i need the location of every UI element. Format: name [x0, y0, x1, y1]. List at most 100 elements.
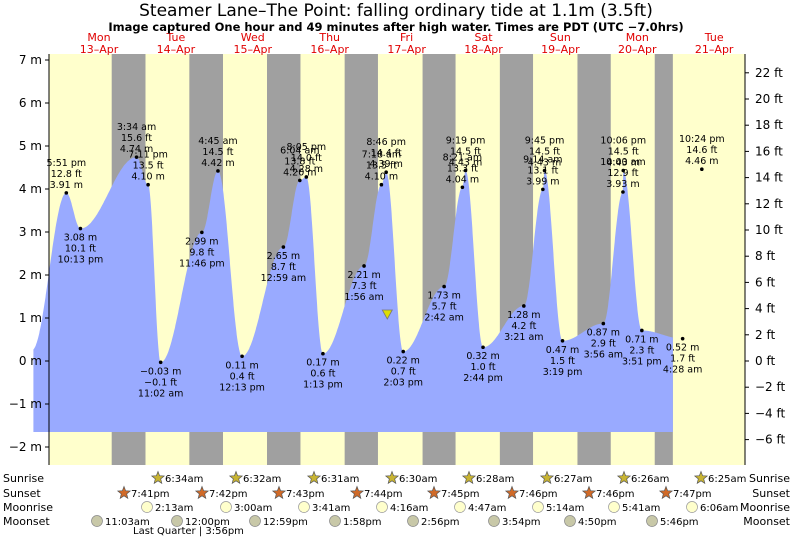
- row-label-right: Sunrise: [749, 472, 790, 485]
- sunrise-time: 6:28am: [476, 474, 514, 485]
- extremum-label: 1:13 pm: [303, 380, 343, 391]
- sunset-time: 7:46pm: [519, 489, 558, 500]
- right-tick-label: 4 ft: [755, 302, 775, 316]
- extremum-label: 2.9 ft: [591, 339, 616, 350]
- extremum-point: [700, 167, 704, 172]
- extremum-point: [64, 191, 69, 195]
- extremum-label: 0.6 ft: [310, 369, 335, 380]
- extremum-label: 11:02 am: [138, 388, 183, 399]
- extremum-label: 14.5 ft: [608, 147, 639, 158]
- extremum-label: 1.5 ft: [550, 356, 575, 367]
- extremum-label: 0.52 m: [666, 343, 699, 354]
- extremum-label: 0.17 m: [306, 358, 339, 369]
- moonset-time: 3:54pm: [502, 517, 541, 528]
- extremum-label: 10:13 pm: [58, 255, 104, 266]
- sunset-time: 7:44pm: [364, 489, 403, 500]
- moonrise-time: 4:16am: [390, 503, 428, 514]
- extremum-label: 2:03 pm: [383, 378, 423, 389]
- day-date: 13–Apr: [80, 43, 119, 56]
- extremum-label: 3:56 am: [584, 350, 623, 361]
- sunset-icon: [349, 485, 365, 500]
- day-name: Sun: [550, 31, 571, 44]
- day-date: 16–Apr: [310, 43, 349, 56]
- moonset-icon: [646, 515, 658, 527]
- moon-phase-label: Last Quarter | 3:56pm: [133, 526, 244, 537]
- extremum-label: 10.1 ft: [65, 244, 96, 255]
- moonset-icon: [407, 515, 419, 527]
- extremum-point: [640, 328, 644, 333]
- extremum-label: 12.8 ft: [51, 169, 82, 180]
- moonrise-icon: [220, 501, 232, 513]
- sunset-time: 7:41pm: [131, 489, 170, 500]
- extremum-point: [401, 349, 406, 354]
- extremum-label: 3:34 am: [117, 122, 156, 133]
- extremum-label: 4.74 m: [120, 144, 153, 155]
- extremum-label: 3.08 m: [64, 233, 97, 244]
- moonrise-icon: [298, 501, 310, 513]
- extremum-point: [541, 187, 545, 192]
- sunset-icon: [658, 485, 674, 500]
- right-tick-label: 22 ft: [755, 66, 783, 80]
- right-tick-label: −2 ft: [755, 380, 786, 394]
- sunrise-time: 6:27am: [554, 474, 592, 485]
- extremum-label: 13.8 ft: [284, 156, 315, 167]
- day-date: 15–Apr: [234, 43, 273, 56]
- extremum-label: 13.3 ft: [447, 163, 478, 174]
- row-label-left: Moonrise: [3, 501, 53, 514]
- extremum-label: 0.87 m: [587, 328, 620, 339]
- row-label-left: Sunset: [3, 487, 41, 500]
- extremum-point: [134, 155, 139, 159]
- tide-area: [33, 157, 673, 432]
- extremum-label: 7.3 ft: [352, 281, 377, 292]
- extremum-point: [158, 360, 163, 365]
- left-tick-label: 7 m: [19, 53, 42, 67]
- left-tick-label: 0 m: [19, 354, 42, 368]
- right-tick-label: −4 ft: [755, 406, 786, 420]
- extremum-label: 0.71 m: [625, 334, 658, 345]
- extremum-label: 14.4 ft: [371, 148, 402, 159]
- extremum-label: 4.43 m: [449, 158, 482, 169]
- extremum-label: 3.99 m: [526, 176, 559, 187]
- right-tick-label: 14 ft: [755, 171, 783, 185]
- extremum-point: [298, 178, 302, 183]
- day-name: Thu: [318, 31, 340, 44]
- moonset-icon: [488, 515, 500, 527]
- day-date: 18–Apr: [464, 43, 503, 56]
- extremum-point: [680, 336, 685, 341]
- day-name: Mon: [87, 31, 110, 44]
- day-date: 20–Apr: [618, 43, 657, 56]
- extremum-point: [601, 321, 606, 326]
- extremum-point: [384, 170, 388, 175]
- moonrise-time: 4:47am: [468, 503, 506, 514]
- moonset-icon: [329, 515, 341, 527]
- extremum-label: 2:42 am: [424, 313, 463, 324]
- extremum-point: [621, 168, 626, 173]
- extremum-point: [460, 185, 465, 190]
- right-tick-label: 6 ft: [755, 275, 775, 289]
- extremum-label: 9:45 pm: [525, 136, 565, 147]
- extremum-label: 2.99 m: [185, 236, 218, 247]
- extremum-label: 3.93 m: [606, 179, 639, 190]
- extremum-label: 4.46 m: [685, 156, 718, 167]
- right-tick-label: 20 ft: [755, 92, 783, 106]
- extremum-label: 2:44 pm: [463, 373, 503, 384]
- day-name: Tue: [704, 31, 724, 44]
- moonrise-icon: [454, 501, 466, 513]
- sunrise-icon: [693, 470, 709, 485]
- chart-subtitle: Image captured One hour and 49 minutes a…: [108, 20, 683, 34]
- moonrise-icon: [376, 501, 388, 513]
- extremum-label: 3.91 m: [50, 180, 83, 191]
- moonrise-time: 3:41am: [312, 503, 350, 514]
- extremum-point: [321, 351, 325, 356]
- moonrise-icon: [141, 501, 153, 513]
- row-label-right: Moonset: [743, 515, 790, 528]
- extremum-label: 12:59 am: [261, 273, 306, 284]
- left-tick-label: 5 m: [19, 139, 42, 153]
- extremum-label: 2.21 m: [347, 270, 380, 281]
- extremum-point: [240, 354, 244, 359]
- moonrise-time: 6:06am: [700, 503, 738, 514]
- moonset-time: 5:46pm: [660, 517, 699, 528]
- extremum-label: −0.03 m: [140, 366, 181, 377]
